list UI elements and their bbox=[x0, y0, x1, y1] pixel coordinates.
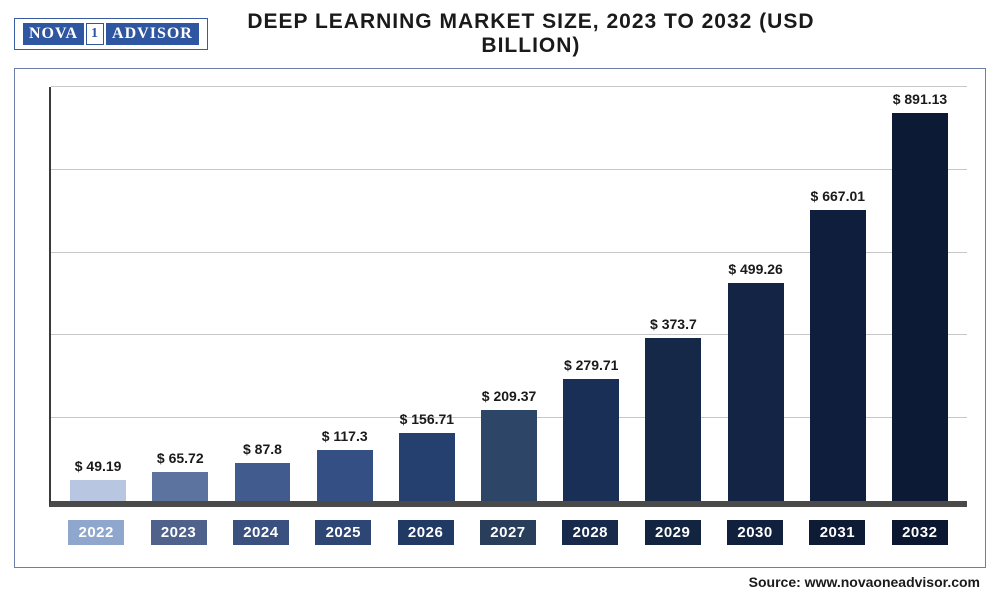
x-cell: 2032 bbox=[879, 515, 961, 549]
x-axis-labels: 2022 2023 2024 2025 2026 2027 2028 2029 2030 2031… bbox=[49, 515, 967, 549]
bar-slot: $ 373.7 bbox=[632, 87, 714, 501]
bar-value-label: $ 373.7 bbox=[650, 316, 697, 332]
x-cell: 2031 bbox=[796, 515, 878, 549]
x-cell: 2026 bbox=[384, 515, 466, 549]
bar-value-label: $ 87.8 bbox=[243, 441, 282, 457]
bar-slot: $ 667.01 bbox=[797, 87, 879, 501]
bar-value-label: $ 279.71 bbox=[564, 357, 619, 373]
bar-value-label: $ 156.71 bbox=[400, 411, 455, 427]
year-label: 2031 bbox=[809, 520, 865, 545]
x-cell: 2025 bbox=[302, 515, 384, 549]
x-cell: 2023 bbox=[137, 515, 219, 549]
header: NOVA 1 ADVISOR DEEP LEARNING MARKET SIZE… bbox=[0, 0, 1000, 64]
bar-slot: $ 65.72 bbox=[139, 87, 221, 501]
logo-part-advisor: ADVISOR bbox=[106, 23, 199, 45]
bar-value-label: $ 65.72 bbox=[157, 450, 204, 466]
chart-title: DEEP LEARNING MARKET SIZE, 2023 TO 2032 … bbox=[226, 10, 986, 58]
x-cell: 2029 bbox=[632, 515, 714, 549]
chart-container: NOVA 1 ADVISOR DEEP LEARNING MARKET SIZE… bbox=[0, 0, 1000, 592]
bar-slot: $ 156.71 bbox=[386, 87, 468, 501]
bar-value-label: $ 499.26 bbox=[728, 261, 783, 277]
year-label: 2028 bbox=[562, 520, 618, 545]
year-label: 2025 bbox=[315, 520, 371, 545]
x-cell: 2027 bbox=[467, 515, 549, 549]
bar-rect bbox=[235, 463, 291, 501]
bar-slot: $ 209.37 bbox=[468, 87, 550, 501]
bar-rect bbox=[317, 450, 373, 501]
year-label: 2027 bbox=[480, 520, 536, 545]
source-attribution: Source: www.novaoneadvisor.com bbox=[0, 568, 1000, 590]
bar-slot: $ 49.19 bbox=[57, 87, 139, 501]
x-cell: 2022 bbox=[55, 515, 137, 549]
year-label: 2029 bbox=[645, 520, 701, 545]
bar-slot: $ 117.3 bbox=[304, 87, 386, 501]
bar-rect bbox=[481, 410, 537, 501]
year-label: 2024 bbox=[233, 520, 289, 545]
bar-slot: $ 87.8 bbox=[221, 87, 303, 501]
bar-rect bbox=[728, 283, 784, 501]
brand-logo: NOVA 1 ADVISOR bbox=[14, 18, 208, 50]
bar-rect bbox=[892, 113, 948, 501]
bar-rect bbox=[70, 480, 126, 501]
chart-frame: $ 49.19 $ 65.72 $ 87.8 $ 117.3 $ 156.71 $ 209… bbox=[14, 68, 986, 568]
bar-value-label: $ 891.13 bbox=[893, 91, 948, 107]
bar-rect bbox=[152, 472, 208, 501]
bar-value-label: $ 49.19 bbox=[75, 458, 122, 474]
year-label: 2022 bbox=[68, 520, 124, 545]
year-label: 2026 bbox=[398, 520, 454, 545]
bar-rect bbox=[810, 210, 866, 501]
bars-group: $ 49.19 $ 65.72 $ 87.8 $ 117.3 $ 156.71 $ 209… bbox=[51, 87, 967, 501]
bar-rect bbox=[563, 379, 619, 501]
bar-slot: $ 499.26 bbox=[715, 87, 797, 501]
bar-slot: $ 279.71 bbox=[550, 87, 632, 501]
bar-rect bbox=[399, 433, 455, 501]
bar-value-label: $ 209.37 bbox=[482, 388, 537, 404]
bar-rect bbox=[645, 338, 701, 501]
x-cell: 2024 bbox=[220, 515, 302, 549]
logo-part-one: 1 bbox=[86, 23, 104, 45]
plot-area: $ 49.19 $ 65.72 $ 87.8 $ 117.3 $ 156.71 $ 209… bbox=[49, 87, 967, 507]
logo-part-nova: NOVA bbox=[23, 23, 84, 45]
bar-value-label: $ 667.01 bbox=[811, 188, 866, 204]
x-cell: 2030 bbox=[714, 515, 796, 549]
bar-value-label: $ 117.3 bbox=[322, 428, 368, 444]
year-label: 2023 bbox=[151, 520, 207, 545]
bar-slot: $ 891.13 bbox=[879, 87, 961, 501]
x-cell: 2028 bbox=[549, 515, 631, 549]
year-label: 2032 bbox=[892, 520, 948, 545]
year-label: 2030 bbox=[727, 520, 783, 545]
